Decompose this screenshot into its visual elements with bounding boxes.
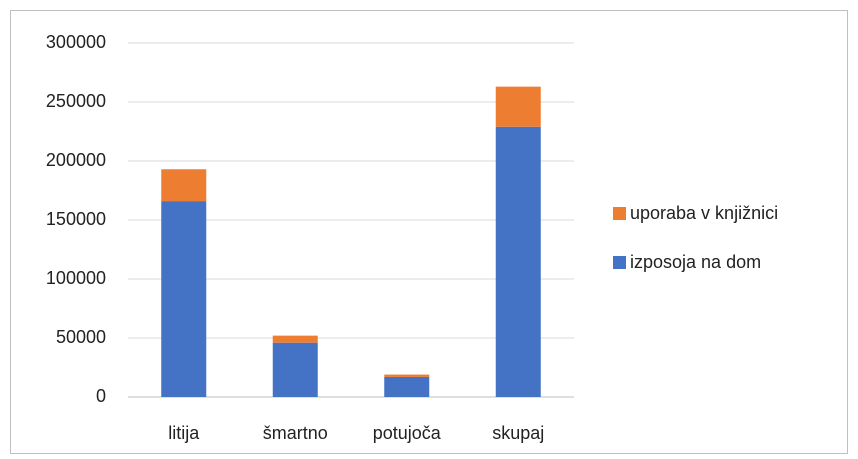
bar-segment [495, 126, 541, 397]
bar-segment [161, 201, 207, 397]
y-tick-label: 50000 [56, 327, 106, 347]
y-tick-label: 150000 [46, 209, 106, 229]
legend-swatch [613, 207, 626, 220]
x-tick-label: šmartno [263, 423, 328, 443]
bar-segment [272, 335, 318, 343]
bar-segment [272, 342, 318, 397]
y-tick-label: 250000 [46, 91, 106, 111]
legend-swatch [613, 256, 626, 269]
y-tick-label: 200000 [46, 150, 106, 170]
y-tick-label: 100000 [46, 268, 106, 288]
x-tick-label: potujoča [373, 423, 442, 443]
legend-label: izposoja na dom [630, 252, 761, 272]
bar-segment [384, 374, 430, 377]
bar-segment [384, 376, 430, 397]
legend-label: uporaba v knjižnici [630, 203, 778, 223]
bar-segment [161, 169, 207, 202]
bar-segment [495, 86, 541, 127]
x-tick-label: skupaj [492, 423, 544, 443]
y-tick-label: 0 [96, 386, 106, 406]
x-tick-label: litija [168, 423, 200, 443]
y-tick-label: 300000 [46, 32, 106, 52]
